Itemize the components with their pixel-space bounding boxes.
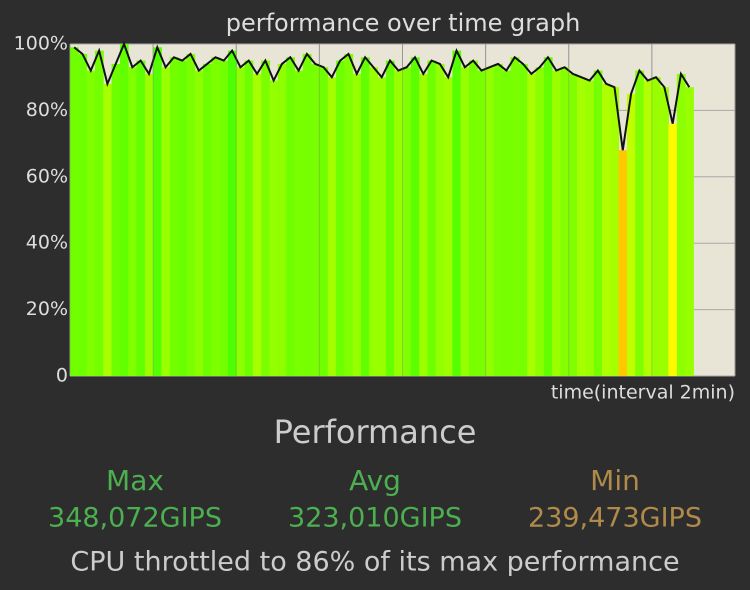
value-strip xyxy=(568,73,578,376)
value-strip xyxy=(244,60,254,376)
y-tick-label: 40% xyxy=(26,232,68,254)
value-strip xyxy=(435,63,445,377)
value-strip xyxy=(477,70,487,376)
value-strip xyxy=(119,44,129,376)
value-strip xyxy=(685,87,694,376)
x-axis-label: time(interval 2min) xyxy=(551,382,735,404)
value-strip xyxy=(219,60,229,376)
value-strip xyxy=(618,150,628,376)
y-tick-label: 0 xyxy=(56,365,68,387)
value-strip xyxy=(660,87,669,376)
stat-value: 348,072GIPS xyxy=(48,503,222,534)
value-strip xyxy=(651,77,661,376)
value-strip xyxy=(211,57,221,376)
stat-label: Max xyxy=(106,464,164,497)
value-strip xyxy=(261,60,270,376)
value-strip xyxy=(385,60,395,376)
value-strip xyxy=(269,80,279,377)
value-strip xyxy=(336,60,345,376)
value-strip xyxy=(186,53,196,377)
value-strip xyxy=(161,67,171,377)
value-strip xyxy=(369,67,379,377)
value-strip xyxy=(427,60,437,376)
value-strip xyxy=(153,47,162,376)
y-tick-label: 60% xyxy=(26,165,68,187)
value-strip xyxy=(452,50,462,376)
chart-title: performance over time graph xyxy=(226,9,581,37)
value-strip xyxy=(252,73,262,376)
value-strip xyxy=(552,70,561,376)
value-strip xyxy=(327,77,337,376)
value-strip xyxy=(302,53,312,377)
value-strip xyxy=(94,50,104,376)
value-strip xyxy=(144,73,154,376)
value-strip xyxy=(319,67,329,377)
value-strip xyxy=(294,70,304,376)
value-strip xyxy=(410,57,420,376)
value-strip xyxy=(227,50,237,376)
stat-value: 323,010GIPS xyxy=(288,503,462,534)
value-strip xyxy=(78,53,88,377)
value-strip xyxy=(460,67,470,377)
value-strip xyxy=(169,57,179,376)
value-strip xyxy=(70,47,79,376)
value-strip xyxy=(86,70,96,376)
value-strip xyxy=(493,63,503,377)
value-strip xyxy=(585,80,595,377)
value-strip xyxy=(560,67,570,377)
value-strip xyxy=(311,63,320,377)
value-strip xyxy=(668,123,678,377)
stat-value: 239,473GIPS xyxy=(528,503,702,534)
summary-heading: Performance xyxy=(274,413,477,451)
value-strip xyxy=(277,63,287,377)
throttle-message: CPU throttled to 86% of its max performa… xyxy=(70,547,679,578)
value-strip xyxy=(676,73,686,376)
value-strip xyxy=(543,57,553,376)
value-strip xyxy=(535,67,545,377)
value-strip xyxy=(610,87,620,376)
stat-label: Min xyxy=(590,464,640,497)
value-strip xyxy=(360,57,370,376)
y-tick-label: 80% xyxy=(26,99,68,121)
value-strip xyxy=(377,77,387,376)
value-strip xyxy=(643,80,653,377)
value-strip xyxy=(111,63,121,377)
value-strip xyxy=(577,77,586,376)
value-strip xyxy=(485,67,495,377)
value-strip xyxy=(518,63,528,377)
value-strip xyxy=(236,67,246,377)
y-tick-label: 100% xyxy=(14,33,68,55)
value-strip xyxy=(136,60,146,376)
value-strip xyxy=(635,70,645,376)
value-strip xyxy=(352,73,362,376)
value-strip xyxy=(103,83,113,376)
value-strip xyxy=(469,60,478,376)
value-strip xyxy=(402,67,412,377)
y-tick-label: 20% xyxy=(26,298,68,320)
value-strip xyxy=(626,93,636,377)
value-strip xyxy=(593,70,603,376)
value-strip xyxy=(602,83,611,376)
value-strip xyxy=(128,67,137,377)
stat-label: Avg xyxy=(349,464,401,497)
value-strip xyxy=(510,57,520,376)
value-strip xyxy=(178,60,187,376)
value-strip xyxy=(419,73,428,376)
value-strip xyxy=(527,73,536,376)
value-strip xyxy=(194,70,204,376)
performance-line xyxy=(73,41,691,151)
value-strip xyxy=(286,57,295,376)
value-strip xyxy=(502,70,512,376)
value-strip xyxy=(203,63,212,377)
value-strip xyxy=(444,77,453,376)
value-strip xyxy=(394,70,403,376)
value-strip xyxy=(344,53,354,377)
